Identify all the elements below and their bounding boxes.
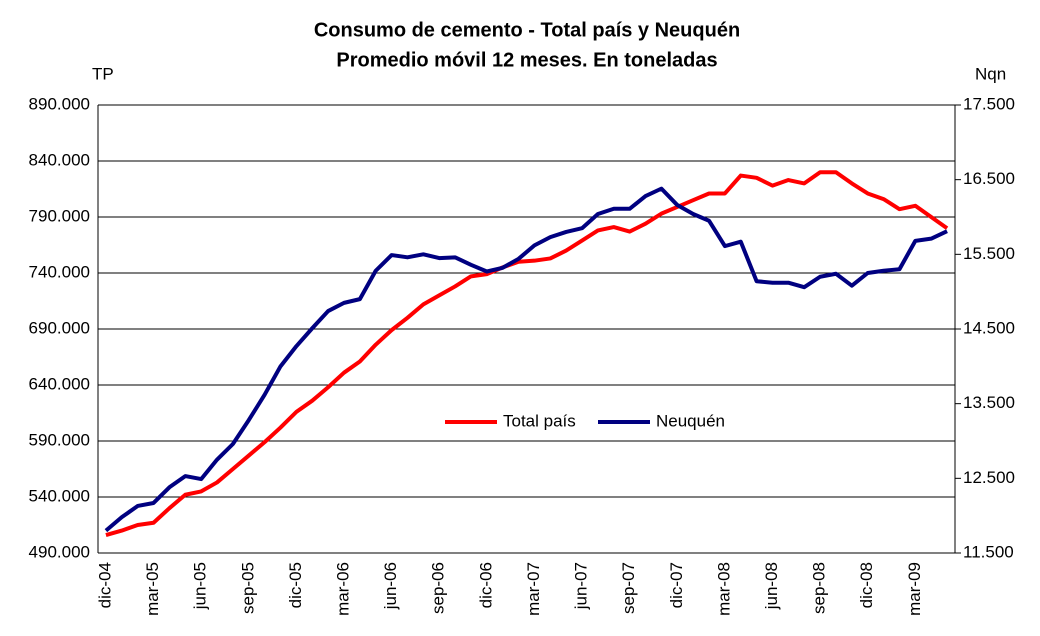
- y-tick-label: 690.000: [29, 318, 90, 337]
- y-tick-label: 740.000: [29, 262, 90, 281]
- x-tick-label: mar-05: [143, 562, 162, 616]
- y2-tick-label: 12.500: [963, 468, 1015, 487]
- y2-tick-label: 13.500: [963, 393, 1015, 412]
- x-tick-label: jun-05: [191, 562, 210, 610]
- x-tick-label: dic-04: [95, 562, 114, 608]
- x-tick-label: sep-08: [810, 562, 829, 614]
- y2-axis-title: Nqn: [975, 64, 1006, 83]
- legend-label: Neuquén: [656, 411, 725, 430]
- y-tick-label: 640.000: [29, 374, 90, 393]
- y2-tick-label: 15.500: [963, 244, 1015, 263]
- y-tick-label: 840.000: [29, 150, 90, 169]
- y2-tick-label: 17.500: [963, 94, 1015, 113]
- x-tick-label: jun-06: [381, 562, 400, 610]
- x-tick-label: dic-08: [857, 562, 876, 608]
- y-axis-title: TP: [92, 64, 114, 83]
- x-tick-label: jun-08: [762, 562, 781, 610]
- x-tick-label: jun-07: [572, 562, 591, 610]
- x-tick-label: sep-06: [429, 562, 448, 614]
- y-tick-label: 540.000: [29, 486, 90, 505]
- chart-title: Consumo de cemento - Total país y Neuqué…: [314, 19, 740, 41]
- x-tick-label: mar-08: [714, 562, 733, 616]
- x-tick-label: dic-06: [476, 562, 495, 608]
- x-tick-label: mar-07: [524, 562, 543, 616]
- y2-tick-label: 14.500: [963, 318, 1015, 337]
- y-tick-label: 790.000: [29, 206, 90, 225]
- data-line: [104, 186, 948, 533]
- y2-tick-label: 16.500: [963, 169, 1015, 188]
- y-tick-label: 490.000: [29, 542, 90, 561]
- x-tick-label: sep-07: [619, 562, 638, 614]
- chart-subtitle: Promedio móvil 12 meses. En toneladas: [336, 49, 717, 71]
- data-line: [105, 170, 949, 538]
- y2-tick-label: 11.500: [963, 542, 1014, 561]
- x-tick-label: dic-07: [667, 562, 686, 608]
- x-tick-label: sep-05: [238, 562, 257, 614]
- y-tick-label: 890.000: [29, 94, 90, 113]
- y-tick-label: 590.000: [29, 430, 90, 449]
- legend-label: Total país: [503, 411, 576, 430]
- x-tick-label: mar-06: [333, 562, 352, 616]
- x-tick-label: dic-05: [286, 562, 305, 608]
- x-tick-label: mar-09: [905, 562, 924, 616]
